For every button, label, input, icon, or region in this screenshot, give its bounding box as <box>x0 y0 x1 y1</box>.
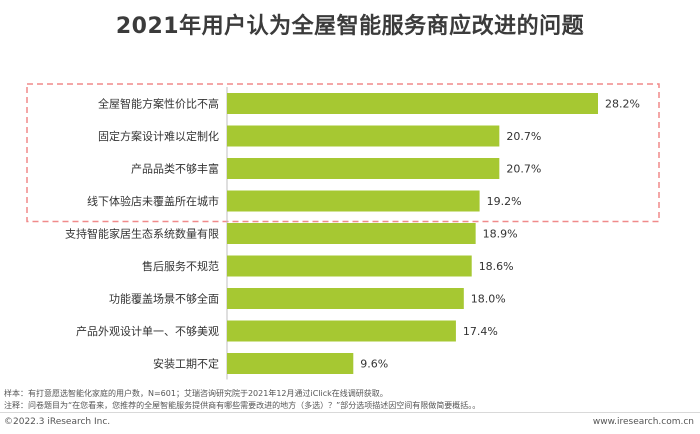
category-label: 功能覆盖场景不够全面 <box>109 292 219 306</box>
value-label: 20.7% <box>506 130 541 143</box>
remark-note: 注释：问卷题目为“在您看来，您推荐的全屋智能服务提供商有哪些需要改进的地方（多选… <box>4 401 481 410</box>
bar <box>227 255 472 277</box>
value-label: 18.0% <box>471 293 506 306</box>
category-label: 产品外观设计单一、不够美观 <box>76 324 219 338</box>
sample-note: 样本：有打意愿选智能化家庭的用户数，N=601；艾瑞咨询研究院于2021年12月… <box>4 389 388 398</box>
value-label: 20.7% <box>506 163 541 176</box>
category-label: 固定方案设计难以定制化 <box>98 129 219 143</box>
bar <box>227 288 464 309</box>
category-label: 售后服务不规范 <box>142 259 219 273</box>
chart-title: 2021年用户认为全屋智能服务商应改进的问题 <box>115 14 585 39</box>
category-label: 线下体验店未覆盖所在城市 <box>87 194 219 208</box>
value-label: 9.6% <box>360 358 388 371</box>
category-label: 全屋智能方案性价比不高 <box>98 97 219 111</box>
value-label: 18.6% <box>479 260 514 273</box>
value-label: 17.4% <box>463 325 498 338</box>
highlight-box <box>26 83 660 223</box>
bar <box>227 158 500 179</box>
bar <box>227 125 500 147</box>
value-label: 28.2% <box>605 98 640 111</box>
footer-divider <box>0 412 700 413</box>
bar <box>227 190 480 212</box>
bar <box>227 353 354 374</box>
bar <box>227 223 476 244</box>
bar-chart: 全屋智能方案性价比不高 28.2% 固定方案设计难以定制化 20.7% 产品品类不够丰富… <box>26 83 660 380</box>
bar <box>227 320 456 342</box>
category-label: 支持智能家居生态系统数量有限 <box>65 227 219 241</box>
value-label: 19.2% <box>487 195 522 208</box>
website: www.iresearch.com.cn <box>592 417 694 427</box>
category-label: 安装工期不定 <box>153 357 219 371</box>
copyright: ©2022.3 iResearch Inc. <box>4 417 111 427</box>
notes: 样本：有打意愿选智能化家庭的用户数，N=601；艾瑞咨询研究院于2021年12月… <box>4 388 480 412</box>
category-label: 产品品类不够丰富 <box>131 162 219 176</box>
bar <box>227 93 598 114</box>
value-label: 18.9% <box>483 228 518 241</box>
